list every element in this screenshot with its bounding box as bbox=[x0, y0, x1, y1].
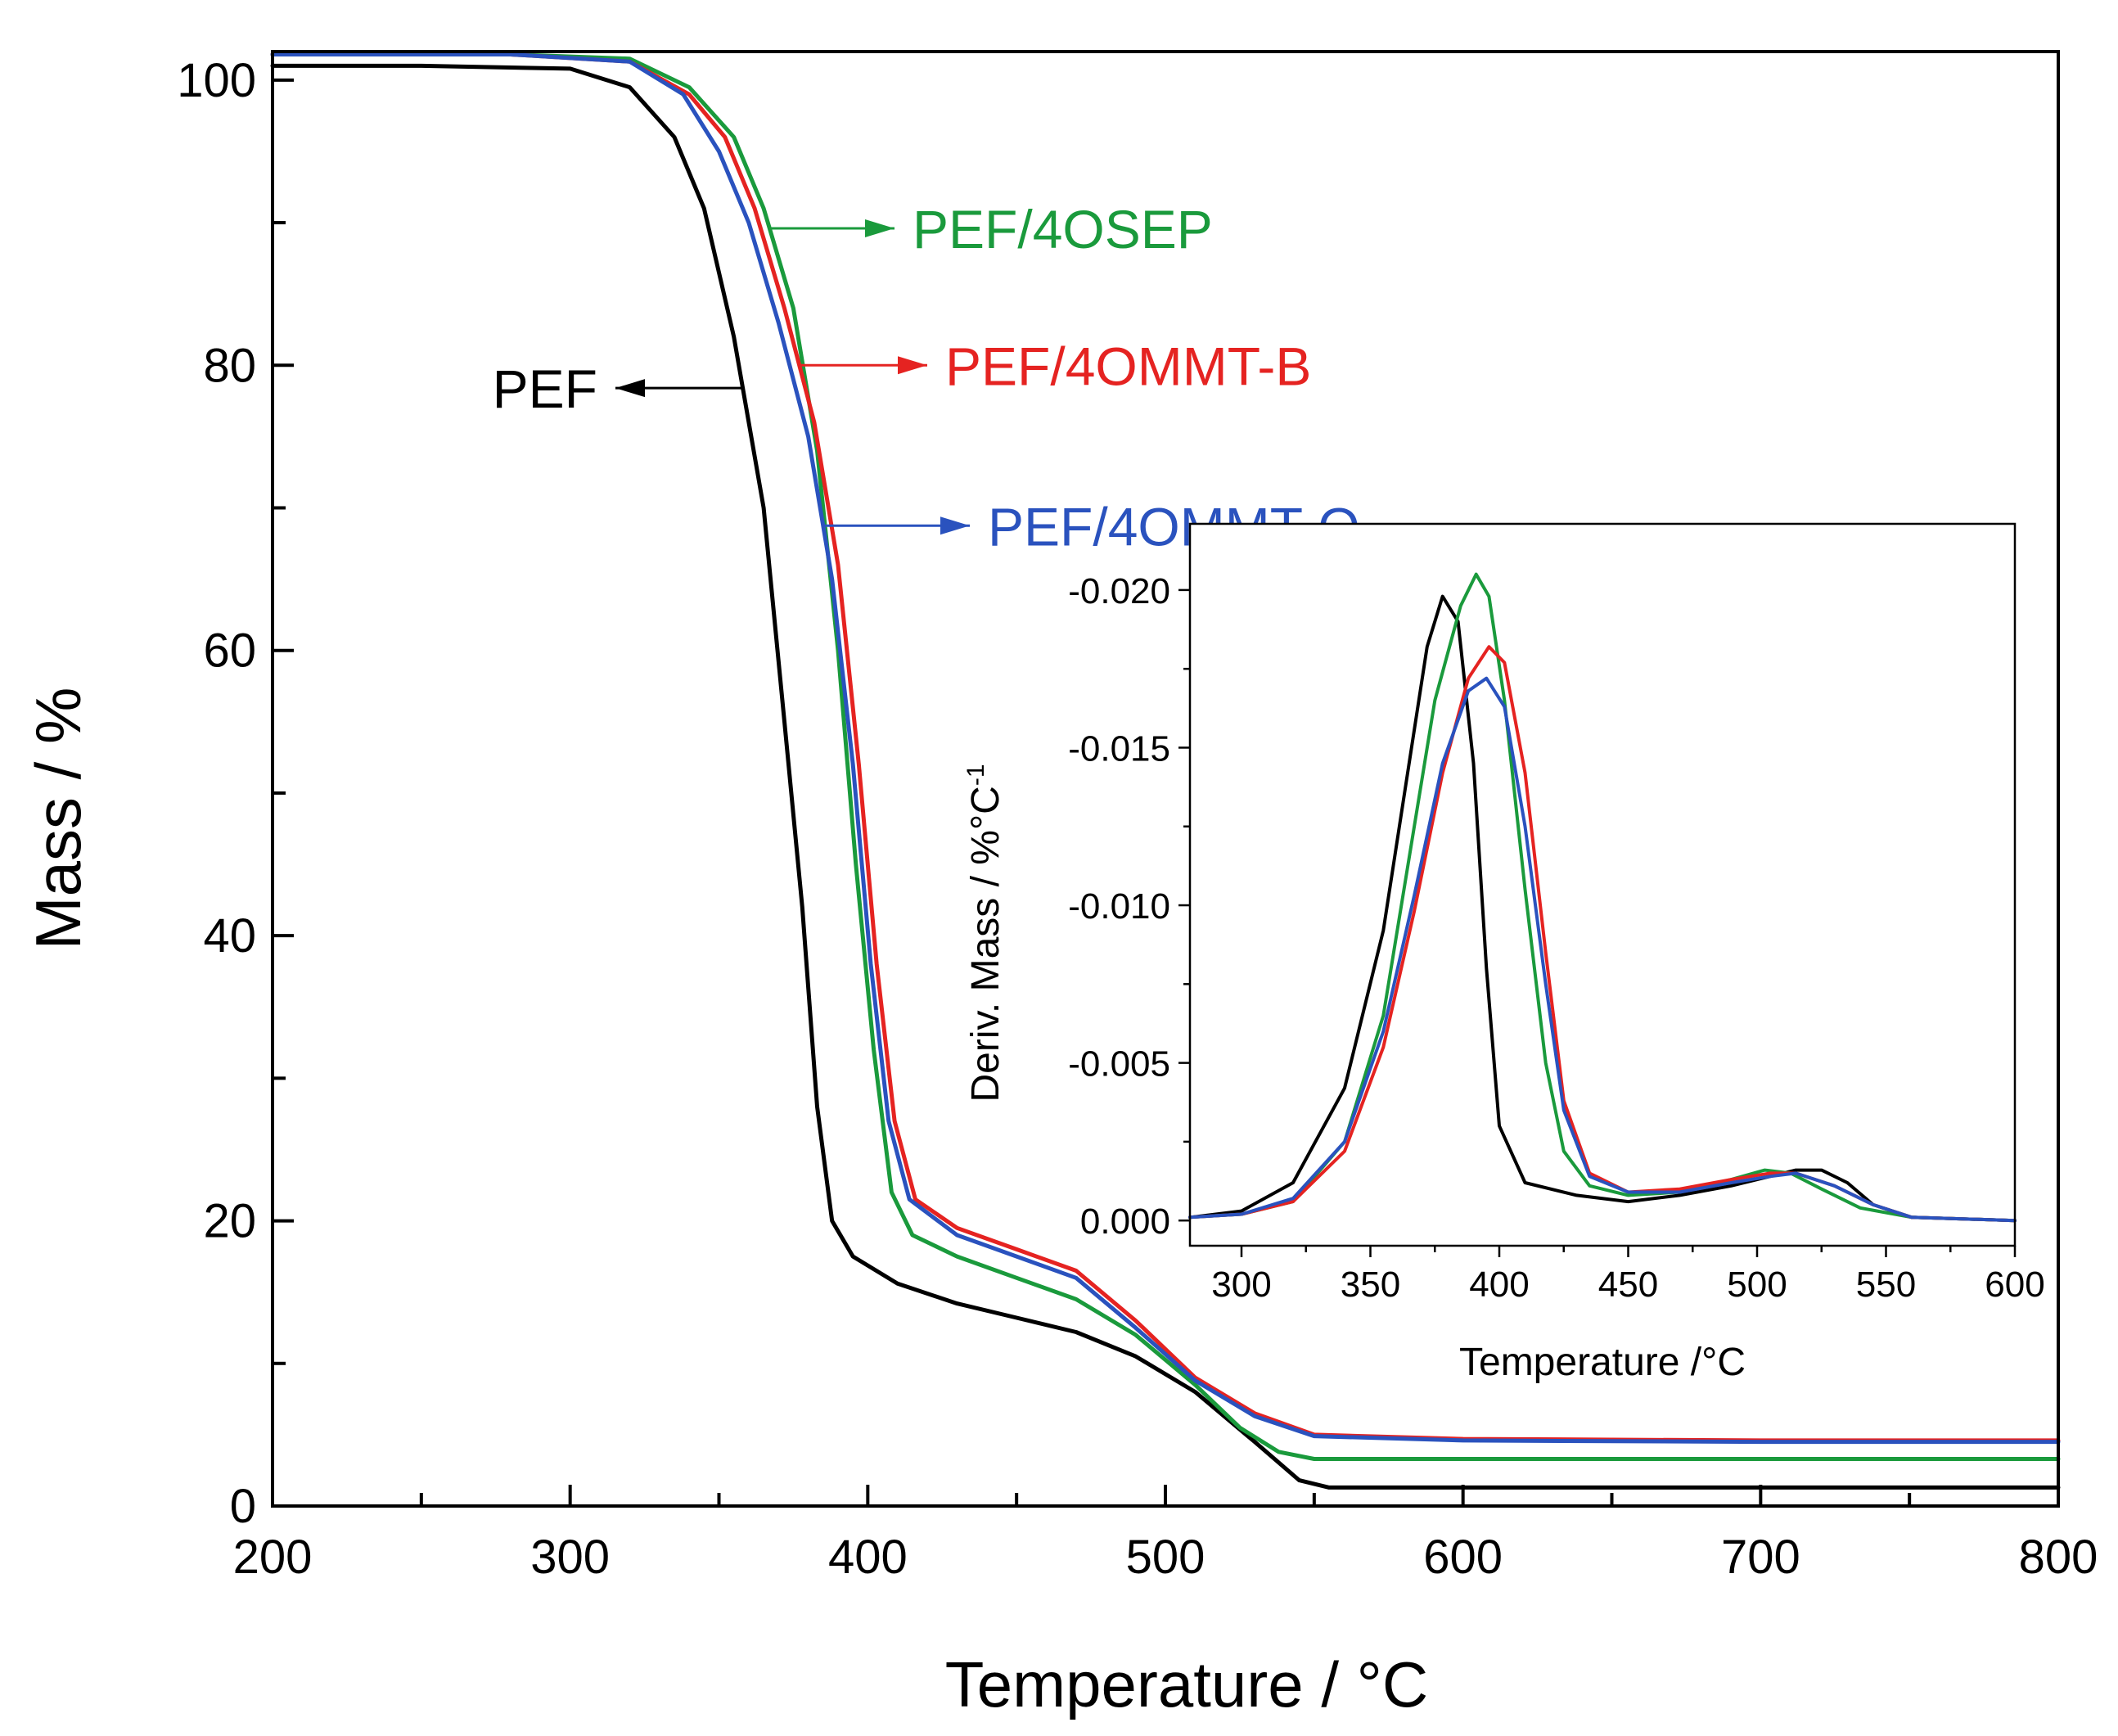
inset-x-tick-label: 350 bbox=[1341, 1265, 1400, 1305]
inset-y-axis-label-superscript: -1 bbox=[962, 764, 989, 786]
inset-x-tick-label: 550 bbox=[1856, 1265, 1916, 1305]
main-x-tick-label: 500 bbox=[1126, 1531, 1205, 1584]
main-series-pef-4ommt-b bbox=[270, 52, 2061, 1443]
inset-x-axis: 300 350 400 450 500 550 600 bbox=[1211, 1246, 2045, 1305]
inset-x-tick-label: 400 bbox=[1469, 1265, 1529, 1305]
annotation-arrow-head bbox=[940, 516, 970, 535]
inset-y-axis-label: Deriv. Mass / %°C-1 bbox=[962, 764, 1007, 1102]
annotation-pef-4osep: PEF/4OSEP bbox=[769, 199, 1213, 259]
inset-series-pef-4ommt-o bbox=[1188, 676, 2017, 1223]
main-x-tick-label: 200 bbox=[233, 1531, 313, 1584]
main-x-tick-label: 800 bbox=[2019, 1531, 2098, 1584]
inset-y-axis-label-text: Deriv. Mass / %°C bbox=[964, 786, 1007, 1102]
main-y-axis-label: Mass / % bbox=[22, 688, 94, 950]
main-series-group bbox=[270, 52, 2061, 1490]
main-y-axis: 0 20 40 60 80 100 bbox=[177, 54, 294, 1533]
inset-x-tick-label: 300 bbox=[1211, 1265, 1271, 1305]
inset-series-pef-4osep bbox=[1188, 572, 2017, 1223]
main-y-tick-label: 80 bbox=[203, 339, 256, 392]
inset-y-tick-label: 0.000 bbox=[1080, 1202, 1170, 1242]
inset-y-tick-label: -0.010 bbox=[1068, 886, 1170, 927]
main-x-tick-label: 300 bbox=[530, 1531, 610, 1584]
main-series-pef-4osep bbox=[270, 52, 2061, 1461]
main-x-axis-label: Temperature / °C bbox=[945, 1648, 1428, 1720]
annotation-arrow-head bbox=[865, 219, 895, 238]
main-y-tick-label: 60 bbox=[203, 625, 256, 678]
inset-x-tick-label: 600 bbox=[1985, 1265, 2044, 1305]
main-y-tick-label: 20 bbox=[203, 1195, 256, 1248]
annotation-arrow-head bbox=[898, 356, 927, 375]
main-y-tick-label: 0 bbox=[230, 1480, 256, 1533]
inset-y-tick-label: -0.005 bbox=[1068, 1044, 1170, 1084]
main-x-axis: 200 300 400 500 600 700 800 bbox=[233, 1485, 2098, 1584]
annotation-label: PEF/4OSEP bbox=[913, 199, 1213, 259]
inset-series-pef bbox=[1188, 594, 2017, 1223]
inset-y-tick-label: -0.015 bbox=[1068, 728, 1170, 769]
main-x-tick-label: 700 bbox=[1721, 1531, 1800, 1584]
annotation-label: PEF bbox=[493, 358, 597, 419]
annotation-pef: PEF bbox=[493, 358, 743, 419]
inset-x-tick-label: 500 bbox=[1727, 1265, 1787, 1305]
main-series-pef-4ommt-o bbox=[270, 52, 2061, 1445]
main-x-tick-label: 400 bbox=[828, 1531, 908, 1584]
annotation-label: PEF/4OMMT-B bbox=[945, 336, 1311, 396]
inset-series-group bbox=[1188, 572, 2017, 1223]
inset-x-tick-label: 450 bbox=[1598, 1265, 1658, 1305]
main-y-tick-label: 100 bbox=[177, 54, 256, 107]
inset-chart: 300 350 400 450 500 550 600 0.000 -0.005 -0.010 -… bbox=[962, 522, 2045, 1384]
inset-plot-frame bbox=[1188, 522, 2017, 1247]
main-series-pef bbox=[270, 63, 2061, 1490]
annotation-pef-4ommt-b: PEF/4OMMT-B bbox=[799, 336, 1311, 396]
inset-y-tick-label: -0.020 bbox=[1068, 571, 1170, 611]
annotation-arrow-head bbox=[615, 379, 645, 398]
inset-x-axis-label: Temperature /°C bbox=[1459, 1341, 1746, 1384]
main-y-tick-label: 40 bbox=[203, 909, 256, 963]
inset-background bbox=[1190, 524, 2015, 1246]
inset-y-axis: 0.000 -0.005 -0.010 -0.015 -0.020 bbox=[1068, 571, 1190, 1242]
main-x-tick-label: 600 bbox=[1423, 1531, 1503, 1584]
